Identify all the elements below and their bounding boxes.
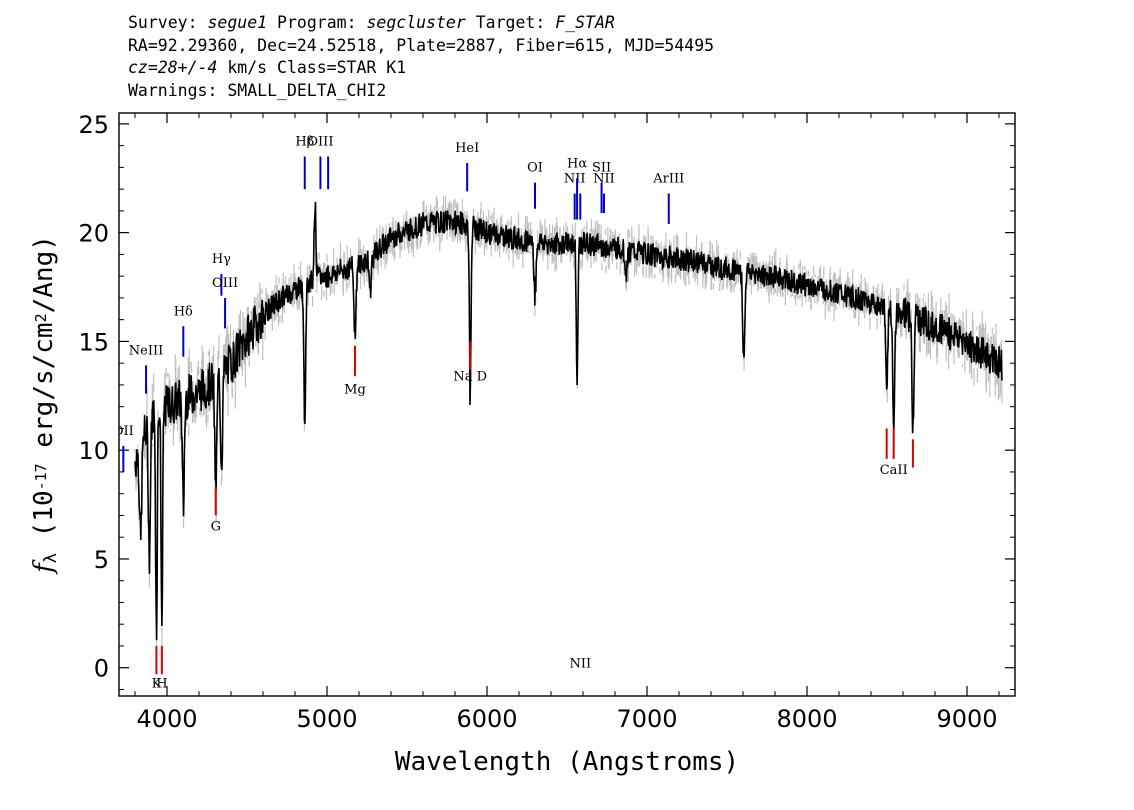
x-tick-label: 6000 (456, 705, 517, 733)
line-marker-label: NII (564, 172, 586, 187)
line-marker-label: OII (113, 424, 134, 439)
line-marker-label: HeI (455, 141, 479, 156)
line-marker-label: Na D (453, 370, 487, 385)
y-tick-label: 10 (78, 437, 109, 465)
y-tick-label: 25 (78, 111, 109, 139)
x-tick-label: 8000 (776, 705, 837, 733)
x-tick-label: 9000 (936, 705, 997, 733)
error-band-layer (134, 195, 1003, 655)
line-marker-label: ArIII (652, 172, 684, 187)
y-tick-label: 15 (78, 328, 109, 356)
line-marker-label: H (156, 676, 167, 691)
line-marker-label: Hβ (295, 135, 314, 150)
line-marker-label: OIII (307, 135, 333, 150)
y-axis-title: fλ (10-17 erg/s/cm2/Ang) (29, 235, 61, 575)
x-tick-label: 7000 (616, 705, 677, 733)
x-tick-label: 4000 (136, 705, 197, 733)
x-axis-title: Wavelength (Angstroms) (395, 747, 739, 777)
header-line-redshift: cz=28+/-4 km/s Class=STAR K1 (128, 58, 407, 77)
line-marker-label: G (211, 520, 221, 535)
y-tick-label: 20 (78, 220, 109, 248)
line-marker-label: NeIII (129, 343, 163, 358)
y-tick-label: 0 (94, 655, 109, 683)
line-marker-label: OI (527, 161, 543, 176)
line-marker-label: NII (569, 657, 591, 672)
flux-series-line (134, 201, 1003, 641)
line-marker-label: CaII (880, 463, 908, 478)
header-line-survey: Survey: segue1 Program: segcluster Targe… (128, 13, 615, 32)
line-marker-label: Hδ (174, 304, 193, 319)
line-marker-label: Mg (344, 383, 366, 398)
header-line-coordinates: RA=92.29360, Dec=24.52518, Plate=2887, F… (128, 35, 715, 55)
flux-error-band (134, 195, 1003, 655)
header-line-warnings: Warnings: SMALL_DELTA_CHI2 (128, 80, 387, 100)
line-marker-label: Hα (567, 156, 587, 171)
spectrum-header: Survey: segue1 Program: segcluster Targe… (128, 12, 714, 102)
line-marker-label: Hγ (212, 252, 231, 267)
line-marker-label: NII (593, 172, 615, 187)
line-marker-label: K (152, 676, 162, 691)
line-marker-label: SII (592, 161, 611, 176)
axis-tick-layer: 4000 5000 6000 7000 8000 9000 0 5 10 15 20 25 (78, 111, 1015, 733)
plot-frame (118, 112, 1016, 697)
x-tick-label: 5000 (296, 705, 357, 733)
flux-layer (134, 201, 1003, 641)
y-tick-label: 5 (94, 546, 109, 574)
line-marker-label: OIII (212, 276, 238, 291)
